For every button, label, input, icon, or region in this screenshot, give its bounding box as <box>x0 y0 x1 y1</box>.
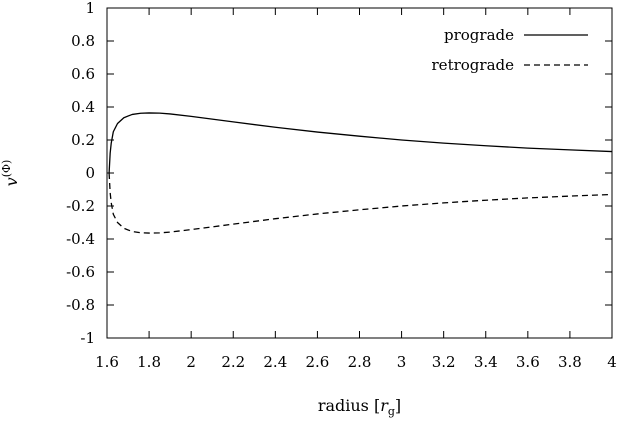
x-axis-title-text: radius [ <box>318 396 380 415</box>
x-tick-label: 2.4 <box>263 353 287 371</box>
legend-label-retrograde: retrograde <box>432 56 515 74</box>
x-tick-label: 1.6 <box>95 353 119 371</box>
y-tick-label: 1 <box>85 0 95 17</box>
y-tick-label: 0.8 <box>71 32 95 50</box>
x-tick-label: 2.6 <box>305 353 329 371</box>
y-tick-label: 0 <box>85 164 95 182</box>
y-tick-label: -0.4 <box>66 230 95 248</box>
series-line-retrograde <box>108 172 613 234</box>
x-tick-label: 2.2 <box>221 353 245 371</box>
y-tick-label: 0.6 <box>71 65 95 83</box>
legend: prograde retrograde <box>432 26 588 74</box>
x-axis-title-close: ] <box>395 396 401 415</box>
x-axis-title: radius [rg] <box>318 396 401 418</box>
series-line-prograde <box>108 112 613 174</box>
x-tick-label: 3.8 <box>558 353 582 371</box>
y-axis-title-symbol: v <box>2 177 21 186</box>
legend-label-prograde: prograde <box>444 26 514 44</box>
y-tick-label: -0.6 <box>66 263 95 281</box>
series-layer <box>108 112 613 234</box>
y-axis-ticks: -1 -0.8 -0.6 -0.4 -0.2 0 0.2 0.4 0.6 0.8 1 <box>66 0 612 347</box>
plot-frame <box>106 7 613 339</box>
x-axis-title-symbol: r <box>380 396 389 415</box>
y-tick-label: -1 <box>80 329 95 347</box>
x-tick-label: 2.8 <box>348 353 372 371</box>
y-tick-label: 0.4 <box>71 98 95 116</box>
x-tick-label: 3.2 <box>432 353 456 371</box>
x-tick-label: 3 <box>397 353 407 371</box>
x-tick-label: 4 <box>607 353 617 371</box>
x-tick-label: 1.8 <box>137 353 161 371</box>
x-tick-label: 3.6 <box>516 353 540 371</box>
x-axis-ticks: 1.6 1.8 2 2.2 2.4 2.6 2.8 3 3.2 3.4 3.6 3.8 4 <box>95 8 617 371</box>
y-tick-label: -0.2 <box>66 197 95 215</box>
x-tick-label: 2 <box>186 353 196 371</box>
y-tick-label: -0.8 <box>66 296 95 314</box>
x-tick-label: 3.4 <box>474 353 498 371</box>
y-axis-title-superscript: (Φ) <box>0 160 13 178</box>
y-axis-title: v(Φ) <box>0 160 21 187</box>
x-axis-title-subscript: g <box>388 405 395 418</box>
y-tick-label: 0.2 <box>71 131 95 149</box>
